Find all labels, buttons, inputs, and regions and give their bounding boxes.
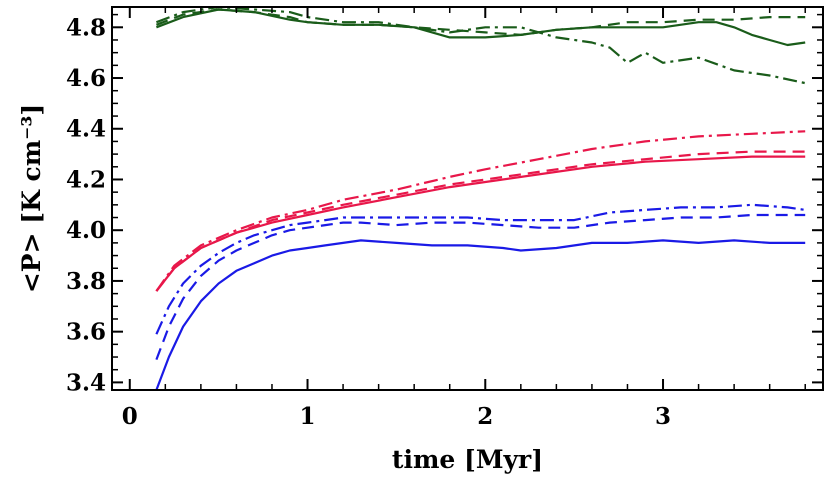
ticks-layer: 0 1 2 3 3.4 3.6 3.8 4.0 4.2 4.4 4.6 4.8 — [66, 7, 823, 430]
series-layer — [155, 7, 806, 390]
series-line-green-dashed — [156, 8, 806, 37]
y-tick-label: 4.2 — [66, 166, 106, 193]
x-axis-title: time [Myr] — [392, 445, 543, 474]
y-axis-title: <P> [K cm⁻³] — [17, 104, 46, 293]
series-line-red-dashed — [155, 150, 806, 292]
series-line-blue-dashed — [155, 213, 806, 360]
x-tick-label: 1 — [300, 403, 316, 430]
series-line-green-dashdot — [156, 7, 806, 85]
y-tick-label: 3.4 — [66, 369, 106, 396]
y-tick-label: 3.8 — [66, 268, 106, 295]
series-line-blue-dashdot — [155, 203, 806, 335]
x-tick-label: 0 — [122, 403, 138, 430]
y-tick-label: 4.8 — [66, 14, 106, 41]
series-line-blue-solid — [155, 239, 806, 390]
plot-frame — [111, 6, 824, 391]
y-tick-label: 4.6 — [66, 65, 106, 92]
series-line-red-dashdot — [155, 130, 806, 292]
x-tick-label: 3 — [655, 403, 671, 430]
y-tick-label: 3.6 — [66, 319, 106, 346]
x-tick-label: 2 — [477, 403, 493, 430]
y-tick-label: 4.4 — [66, 116, 106, 143]
y-tick-label: 4.0 — [66, 217, 106, 244]
